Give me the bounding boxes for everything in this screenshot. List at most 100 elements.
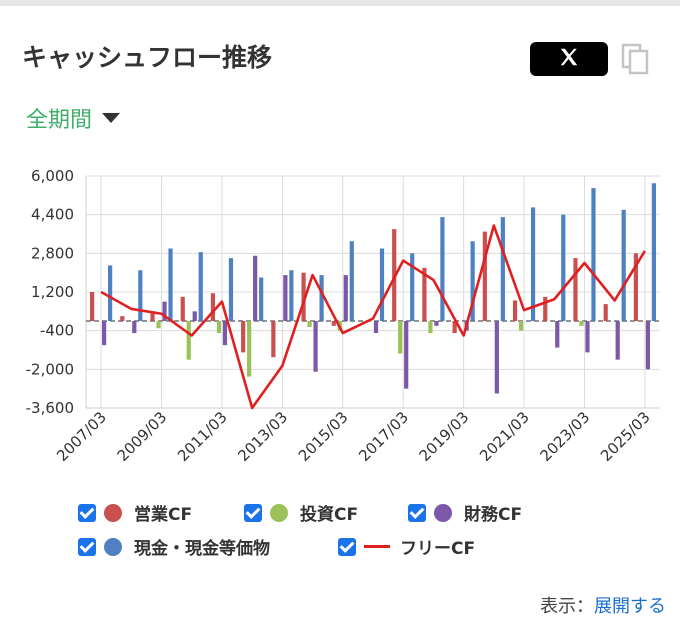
x-logo-icon: [558, 46, 580, 72]
bar-cash: [319, 275, 324, 321]
bar-cash: [591, 188, 596, 321]
free-cf-line: [100, 224, 647, 410]
bar-financing: [373, 321, 379, 334]
bar-operating: [482, 231, 487, 321]
bar-operating: [422, 267, 427, 321]
legend-dot-icon: [270, 503, 288, 522]
bar-cash: [561, 214, 566, 321]
x-tick-label: 2013/03: [234, 408, 291, 465]
footer-prefix: 表示：: [540, 596, 594, 617]
x-tick-label: 2023/03: [537, 408, 594, 465]
x-tick-label: 2019/03: [416, 408, 473, 465]
bar-investing: [247, 321, 252, 377]
bar-cash: [138, 270, 143, 321]
legend-item[interactable]: フリーCF: [338, 534, 475, 559]
bar-investing: [518, 321, 524, 331]
share-x-button[interactable]: [530, 42, 608, 76]
y-tick-label: -3,600: [26, 399, 74, 417]
bar-financing: [585, 321, 590, 353]
bar-investing: [428, 321, 433, 334]
bar-cash: [259, 277, 264, 321]
caret-down-icon: [102, 113, 121, 123]
bar-financing: [162, 301, 167, 321]
legend-line-icon: [364, 545, 390, 548]
x-tick-label: 2009/03: [114, 408, 171, 465]
legend-item[interactable]: 投資CF: [244, 500, 358, 525]
bar-operating: [180, 296, 185, 321]
bar-operating: [90, 292, 95, 321]
bar-cash: [530, 207, 536, 321]
bar-cash: [410, 253, 415, 321]
bar-investing: [186, 321, 191, 360]
copy-icon[interactable]: [620, 42, 652, 76]
checkbox-icon[interactable]: [408, 503, 426, 522]
bar-financing: [343, 275, 348, 321]
checkbox-icon[interactable]: [78, 537, 96, 556]
checkbox-icon[interactable]: [78, 503, 96, 522]
bar-financing: [434, 321, 439, 326]
y-tick-label: 1,200: [31, 283, 74, 301]
bar-cash: [500, 217, 505, 321]
bar-cash: [198, 252, 203, 321]
bar-operating: [271, 321, 276, 358]
legend-label: 営業CF: [134, 505, 193, 525]
y-tick-label: 6,000: [31, 167, 74, 185]
top-divider: [0, 0, 680, 6]
expand-link[interactable]: 展開する: [594, 596, 666, 617]
bar-cash: [379, 248, 385, 321]
legend-label: フリーCF: [400, 539, 476, 559]
bar-cash: [651, 183, 656, 321]
bar-operating: [512, 300, 518, 321]
bar-operating: [573, 258, 578, 321]
legend-label: 財務CF: [464, 505, 523, 525]
y-tick-label: 4,400: [31, 206, 74, 224]
x-tick-label: 2011/03: [174, 408, 231, 465]
bar-financing: [645, 321, 650, 370]
checkbox-icon[interactable]: [338, 537, 356, 556]
bar-financing: [283, 275, 288, 321]
bar-financing: [253, 255, 258, 321]
bar-operating: [241, 321, 246, 353]
legend-item[interactable]: 現金・現金等価物: [78, 534, 270, 559]
bar-operating: [210, 293, 216, 321]
bar-financing: [555, 321, 560, 348]
legend-label: 投資CF: [300, 505, 359, 525]
x-tick-label: 2015/03: [295, 408, 352, 465]
legend-dot-icon: [104, 537, 122, 556]
bar-financing: [222, 321, 228, 346]
bar-cash: [289, 270, 294, 321]
y-tick-label: -400: [40, 322, 74, 340]
period-dropdown[interactable]: 全期間: [26, 102, 121, 134]
bar-investing: [216, 321, 222, 334]
bar-operating: [452, 321, 457, 334]
bar-investing: [579, 321, 584, 326]
bar-financing: [404, 321, 409, 389]
x-tick-label: 2021/03: [476, 408, 533, 465]
legend-dot-icon: [104, 503, 122, 522]
page-title: キャッシュフロー推移: [22, 43, 273, 72]
bar-financing: [494, 321, 499, 394]
period-label: 全期間: [26, 108, 93, 133]
legend-item[interactable]: 営業CF: [78, 500, 192, 525]
legend-label: 現金・現金等価物: [134, 539, 270, 559]
bar-financing: [132, 321, 137, 334]
bar-cash: [228, 258, 234, 321]
legend-dot-icon: [434, 503, 452, 522]
legend-item[interactable]: 財務CF: [408, 500, 522, 525]
x-tick-label: 2025/03: [597, 408, 654, 465]
bar-cash: [168, 248, 173, 321]
bar-operating: [633, 253, 638, 321]
x-tick-label: 2017/03: [355, 408, 412, 465]
bar-operating: [301, 272, 306, 321]
bar-investing: [156, 321, 161, 329]
bar-investing: [307, 321, 312, 328]
bar-operating: [603, 304, 608, 321]
bar-financing: [615, 321, 620, 360]
bar-cash: [440, 217, 445, 321]
bar-cash: [470, 241, 475, 321]
checkbox-icon[interactable]: [244, 503, 262, 522]
footer: 表示：展開する: [540, 592, 666, 618]
bar-financing: [192, 311, 197, 321]
bar-investing: [398, 321, 403, 354]
y-tick-label: -2,000: [26, 360, 74, 378]
